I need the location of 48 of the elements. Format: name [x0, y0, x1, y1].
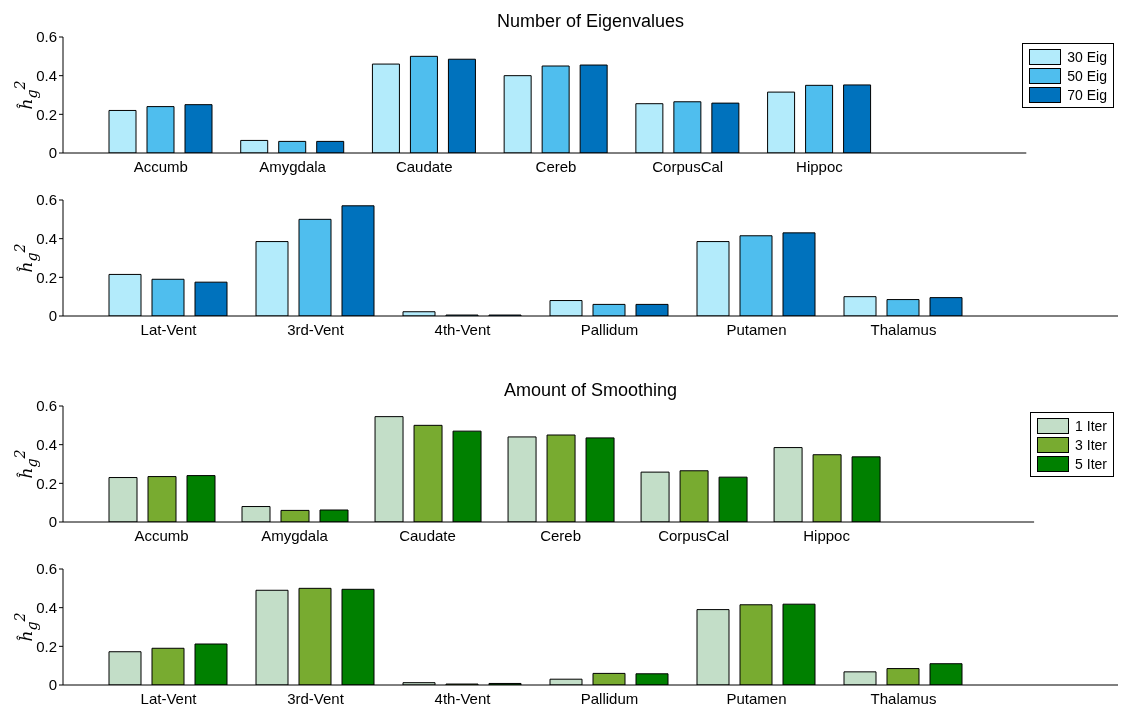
y-tick-label: 0.2 [36, 637, 57, 655]
legend-label: 3 Iter [1075, 436, 1107, 453]
x-tick-label: Pallidum [580, 689, 639, 707]
x-tick-label: Amygdala [261, 526, 329, 544]
x-tick-label: Amygdala [259, 157, 327, 175]
y-tick-label: 0 [48, 307, 57, 325]
y-tick-label: 0.2 [36, 474, 57, 492]
x-tick-label: Putamen [726, 689, 787, 707]
y-tick-label: 0.6 [36, 397, 57, 415]
x-tick-label: Caudate [395, 157, 453, 175]
legend-label: 1 Iter [1075, 417, 1107, 434]
x-tick-label: Hippoc [803, 526, 851, 544]
x-tick-label: Hippoc [796, 157, 844, 175]
x-tick-label: 3rd-Vent [287, 689, 345, 707]
x-tick-label: Pallidum [580, 320, 639, 338]
y-tick-label: 0 [48, 144, 57, 162]
y-tick-label: 0.6 [36, 191, 57, 209]
x-tick-label: Lat-Vent [140, 689, 198, 707]
x-tick-label: Thalamus [870, 320, 937, 338]
x-tick-label: 4th-Vent [434, 689, 492, 707]
y-tick-label: 0.6 [36, 28, 57, 46]
x-tick-label: 3rd-Vent [287, 320, 345, 338]
legend-label: 5 Iter [1075, 455, 1107, 472]
x-tick-label: Accumb [134, 526, 189, 544]
chart-title: Number of Eigenvalues [495, 11, 686, 32]
y-tick-label: 0.4 [36, 229, 57, 247]
legend-label: 30 Eig [1067, 48, 1107, 65]
x-tick-label: Lat-Vent [140, 320, 198, 338]
x-tick-label: Caudate [399, 526, 456, 544]
y-tick-label: 0.2 [36, 105, 57, 123]
x-tick-label: Cereb [540, 526, 581, 544]
y-tick-label: 0.4 [36, 598, 57, 616]
y-tick-label: 0.4 [36, 66, 57, 84]
y-tick-label: 0.4 [36, 435, 57, 453]
x-tick-label: CorpusCal [658, 526, 730, 544]
x-tick-label: 4th-Vent [434, 320, 492, 338]
y-tick-label: 0.6 [36, 560, 57, 578]
x-tick-label: CorpusCal [652, 157, 724, 175]
x-tick-label: Cereb [535, 157, 577, 175]
chart-title: Amount of Smoothing [502, 380, 679, 401]
y-tick-label: 0 [48, 513, 57, 531]
y-tick-label: 0.2 [36, 268, 57, 286]
legend-label: 70 Eig [1067, 86, 1107, 103]
x-tick-label: Putamen [726, 320, 787, 338]
x-tick-label: Thalamus [870, 689, 937, 707]
x-tick-label: Accumb [133, 157, 188, 175]
legend-label: 50 Eig [1067, 67, 1107, 84]
y-tick-label: 0 [48, 676, 57, 694]
